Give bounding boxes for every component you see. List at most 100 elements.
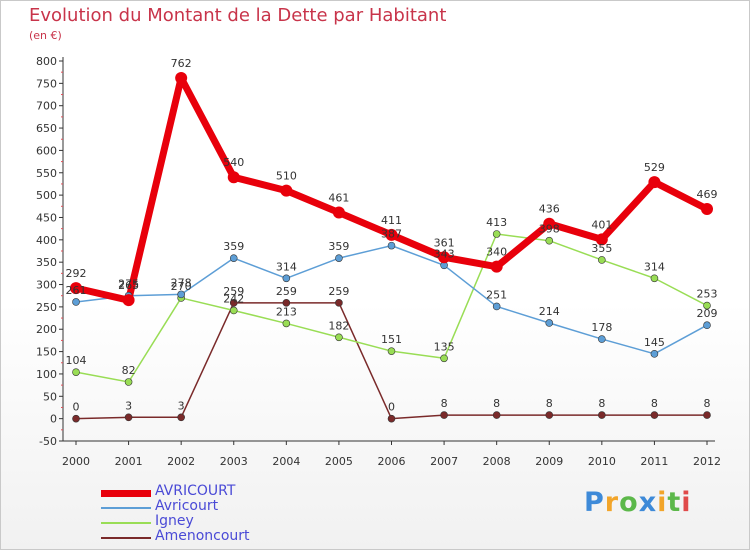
data-point xyxy=(227,171,240,184)
data-point xyxy=(72,414,80,423)
data-label: 151 xyxy=(381,333,402,346)
y-tick-label: 300 xyxy=(36,279,57,292)
logo-letter: i xyxy=(657,487,668,518)
y-tick-label: 800 xyxy=(36,55,57,68)
data-label: 401 xyxy=(591,218,612,231)
data-point xyxy=(703,301,711,310)
data-point xyxy=(387,347,396,355)
data-label: 359 xyxy=(328,240,349,253)
data-point xyxy=(70,282,82,295)
data-point xyxy=(543,217,556,230)
data-label: 314 xyxy=(276,260,297,273)
data-label: 3 xyxy=(125,399,132,412)
y-tick-label: 750 xyxy=(36,77,57,90)
data-point xyxy=(124,413,133,422)
data-label: 0 xyxy=(73,401,80,414)
legend-swatch xyxy=(101,522,151,524)
data-label: 275 xyxy=(118,278,139,291)
data-point xyxy=(595,233,608,246)
legend-label: Igney xyxy=(155,513,194,529)
data-label: 8 xyxy=(651,397,658,410)
data-point xyxy=(72,368,80,376)
data-label: 361 xyxy=(434,236,455,249)
data-label: 261 xyxy=(66,284,87,297)
legend-swatch xyxy=(101,507,151,509)
series-line-igney xyxy=(75,233,708,383)
data-label: 8 xyxy=(493,397,500,410)
x-tick-label: 2000 xyxy=(62,455,90,468)
logo-letter: P xyxy=(584,487,605,518)
data-label: 469 xyxy=(697,188,718,201)
data-point xyxy=(175,71,188,84)
data-label: 762 xyxy=(171,57,192,70)
data-label: 259 xyxy=(223,285,244,298)
data-point xyxy=(492,230,501,238)
data-label: 145 xyxy=(644,336,665,349)
data-point xyxy=(229,306,238,315)
data-point xyxy=(282,274,291,283)
data-label: 8 xyxy=(704,397,711,410)
data-label: 278 xyxy=(171,276,192,289)
y-tick-label: 650 xyxy=(36,122,57,135)
y-tick-label: 100 xyxy=(36,368,57,381)
data-label: 270 xyxy=(171,280,192,293)
y-tick-label: 500 xyxy=(36,189,57,202)
data-point xyxy=(387,414,396,423)
data-label: 8 xyxy=(441,397,448,410)
legend-label: Amenoncourt xyxy=(155,528,250,544)
data-label: 82 xyxy=(122,364,136,377)
x-tick-label: 2012 xyxy=(693,455,721,468)
x-tick-label: 2002 xyxy=(167,455,195,468)
data-point xyxy=(650,411,659,419)
data-point xyxy=(545,411,554,419)
data-point xyxy=(648,176,661,189)
data-label: 8 xyxy=(546,397,553,410)
data-point xyxy=(545,319,554,327)
legend-label: AVRICOURT xyxy=(155,483,236,499)
data-point xyxy=(438,251,451,264)
data-label: 529 xyxy=(644,161,665,174)
logo-letter: x xyxy=(638,487,658,518)
legend-label: Avricourt xyxy=(155,498,219,514)
y-tick-label: 550 xyxy=(36,167,57,180)
logo-letter: i xyxy=(681,487,692,518)
data-point xyxy=(72,298,80,306)
y-tick-label: 150 xyxy=(36,346,57,359)
y-tick-label: 600 xyxy=(36,144,57,157)
data-point xyxy=(335,333,343,342)
data-point xyxy=(492,302,501,311)
chart-subtitle: (en €) xyxy=(29,29,62,42)
y-tick-label: 700 xyxy=(36,100,57,113)
data-point xyxy=(701,202,713,215)
x-tick-label: 2001 xyxy=(115,455,143,468)
data-point xyxy=(282,319,291,328)
y-tick-label: 400 xyxy=(36,234,57,247)
y-tick-label: 250 xyxy=(36,301,57,314)
data-point xyxy=(385,228,398,241)
y-tick-label: 50 xyxy=(43,390,57,403)
data-label: 251 xyxy=(486,288,507,301)
data-label: 178 xyxy=(591,321,612,334)
proxiti-logo: Proxiti xyxy=(584,487,692,518)
data-point xyxy=(332,206,345,219)
data-point xyxy=(122,294,135,307)
data-label: 292 xyxy=(66,267,87,280)
x-tick-label: 2007 xyxy=(430,455,458,468)
data-label: 413 xyxy=(486,216,507,229)
x-tick-label: 2003 xyxy=(220,455,248,468)
data-label: 182 xyxy=(328,319,349,332)
y-tick-label: -50 xyxy=(39,435,57,448)
data-point xyxy=(598,335,606,343)
data-point xyxy=(229,299,238,307)
y-tick-label: 350 xyxy=(36,256,57,269)
x-tick-label: 2005 xyxy=(325,455,353,468)
data-point xyxy=(490,260,503,273)
data-point xyxy=(335,254,343,262)
chart-title: Evolution du Montant de la Dette par Hab… xyxy=(29,5,447,26)
data-point xyxy=(124,378,133,386)
x-tick-label: 2006 xyxy=(378,455,406,468)
data-label: 259 xyxy=(276,285,297,298)
data-label: 411 xyxy=(381,214,402,227)
data-point xyxy=(280,184,293,197)
x-tick-label: 2011 xyxy=(640,455,668,468)
